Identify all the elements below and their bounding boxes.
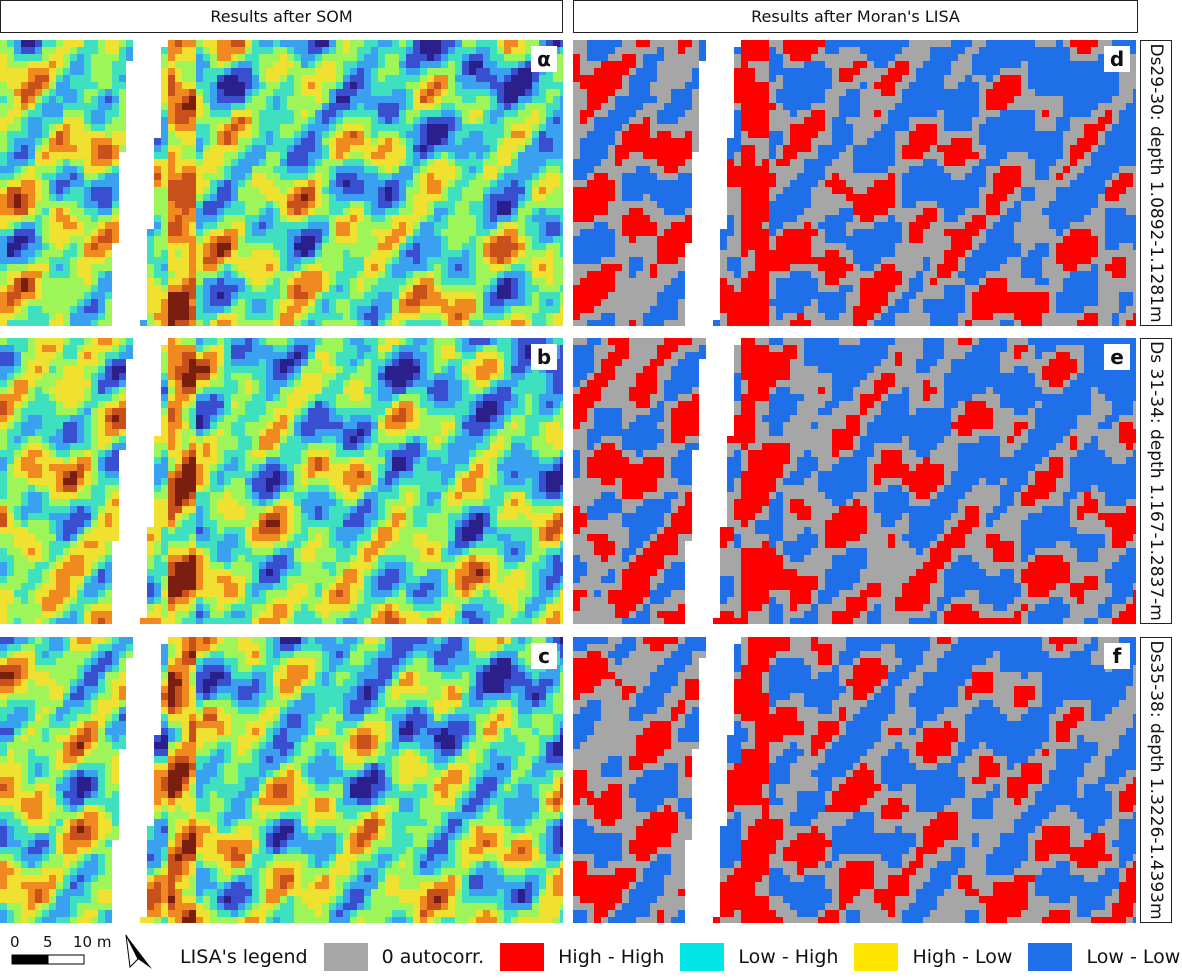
scale-bar: 0 5 10 m: [10, 933, 152, 973]
panel-label-e: e: [1104, 344, 1130, 370]
legend-swatch-low-high: [680, 943, 725, 971]
lisa-column-header: Results after Moran's LISA: [573, 0, 1138, 33]
map-panel-d: d: [573, 40, 1136, 326]
som-column-title: Results after SOM: [210, 7, 353, 26]
som-map-b: [0, 338, 563, 624]
legend-title: LISA's legend: [180, 946, 308, 968]
lisa-legend: LISA's legend 0 autocorr. High - High Lo…: [180, 940, 1180, 974]
scale-tick-0: 0: [10, 933, 20, 951]
row-label-3: Ds35-38: depth 1.3226-1.4393m: [1140, 637, 1172, 923]
legend-label-high-high: High - High: [558, 946, 665, 968]
lisa-column-title: Results after Moran's LISA: [751, 7, 960, 26]
lisa-map-f: [573, 637, 1136, 923]
row-label-1: Ds29-30: depth 1.0892-1.1281m: [1140, 40, 1172, 326]
map-panel-b: b: [0, 338, 563, 624]
legend-label-high-low: High - Low: [912, 946, 1013, 968]
row-label-2-text: Ds 31-34: depth 1.167-1.2837-m: [1146, 341, 1166, 621]
lisa-map-e: [573, 338, 1136, 624]
north-arrow-icon: [125, 934, 152, 969]
scale-tick-10: 10 m: [73, 933, 112, 951]
map-panel-c: c: [0, 637, 563, 923]
panel-label-d: d: [1104, 46, 1130, 72]
row-label-1-text: Ds29-30: depth 1.0892-1.1281m: [1146, 43, 1166, 323]
legend-swatch-not-significant: [323, 943, 368, 971]
scale-tick-5: 5: [43, 933, 53, 951]
map-panel-f: f: [573, 637, 1136, 923]
panel-label-b: b: [531, 344, 557, 370]
panel-label-a: α: [531, 46, 557, 72]
legend-swatch-high-high: [500, 943, 545, 971]
row-label-3-text: Ds35-38: depth 1.3226-1.4393m: [1146, 640, 1166, 920]
panel-label-f: f: [1104, 643, 1130, 669]
som-map-c: [0, 637, 563, 923]
som-map-a: [0, 40, 563, 326]
lisa-map-d: [573, 40, 1136, 326]
scale-bar-graphic: [11, 954, 85, 965]
map-panel-e: e: [573, 338, 1136, 624]
legend-label-low-high: Low - High: [738, 946, 839, 968]
row-label-2: Ds 31-34: depth 1.167-1.2837-m: [1140, 338, 1172, 624]
som-column-header: Results after SOM: [0, 0, 563, 33]
panel-label-c: c: [531, 643, 557, 669]
legend-label-not-significant: 0 autocorr.: [381, 946, 485, 968]
legend-swatch-high-low: [854, 943, 899, 971]
legend-label-low-low: Low - Low: [1086, 946, 1181, 968]
map-panel-a: α: [0, 40, 563, 326]
legend-swatch-low-low: [1028, 943, 1073, 971]
